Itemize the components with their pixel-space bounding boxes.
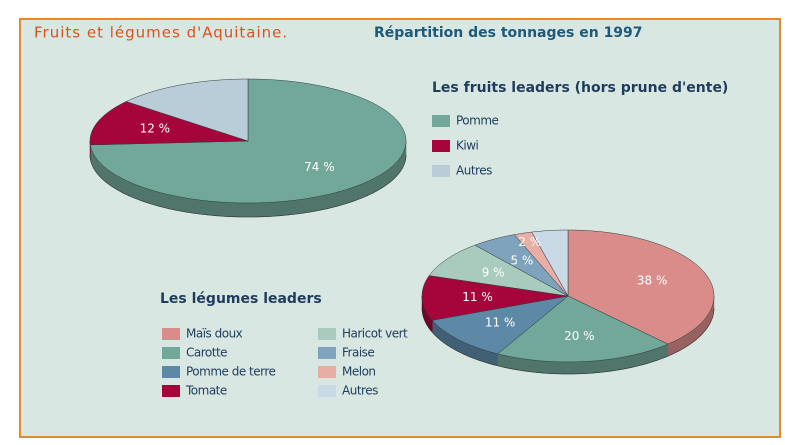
legend-swatch: [432, 115, 450, 127]
legend-swatch: [432, 165, 450, 177]
legend-swatch: [318, 385, 336, 397]
legend-swatch: [432, 140, 450, 152]
legend-label: Tomate: [185, 384, 227, 398]
legend-swatch: [318, 347, 336, 359]
slice-label: 9 %: [482, 265, 505, 279]
legend-swatch: [162, 385, 180, 397]
legend-label: Carotte: [186, 346, 227, 360]
slice-label: 12 %: [140, 122, 171, 136]
legend-label: Maïs doux: [186, 327, 243, 341]
slice-label: 38 %: [637, 273, 668, 287]
legend-swatch: [162, 366, 180, 378]
legend-swatch: [162, 347, 180, 359]
legend-swatch: [162, 328, 180, 340]
subtitle: Répartition des tonnages en 1997: [374, 25, 643, 41]
slice-label: 11 %: [485, 316, 516, 330]
legend-label: Fraise: [342, 346, 374, 360]
legend-label: Pomme: [456, 114, 499, 128]
title: Fruits et légumes d'Aquitaine.: [34, 24, 288, 42]
legend-label: Haricot vert: [342, 327, 408, 341]
slice-label: 74 %: [304, 160, 335, 174]
legend-label: Pomme de terre: [186, 365, 276, 379]
slice-label: 11 %: [462, 290, 493, 304]
legend-swatch: [318, 328, 336, 340]
legend-label: Autres: [342, 384, 378, 398]
slice-label: 20 %: [564, 329, 595, 343]
legend-label: Kiwi: [456, 139, 479, 153]
legend-label: Melon: [342, 365, 376, 379]
slice-label: 5 %: [510, 253, 533, 267]
fruit-title: Les fruits leaders (hors prune d'ente): [432, 80, 728, 96]
legend-swatch: [318, 366, 336, 378]
legend-label: Autres: [456, 164, 492, 178]
veg-title: Les légumes leaders: [160, 291, 322, 307]
slice-label: 2 %: [518, 235, 541, 249]
